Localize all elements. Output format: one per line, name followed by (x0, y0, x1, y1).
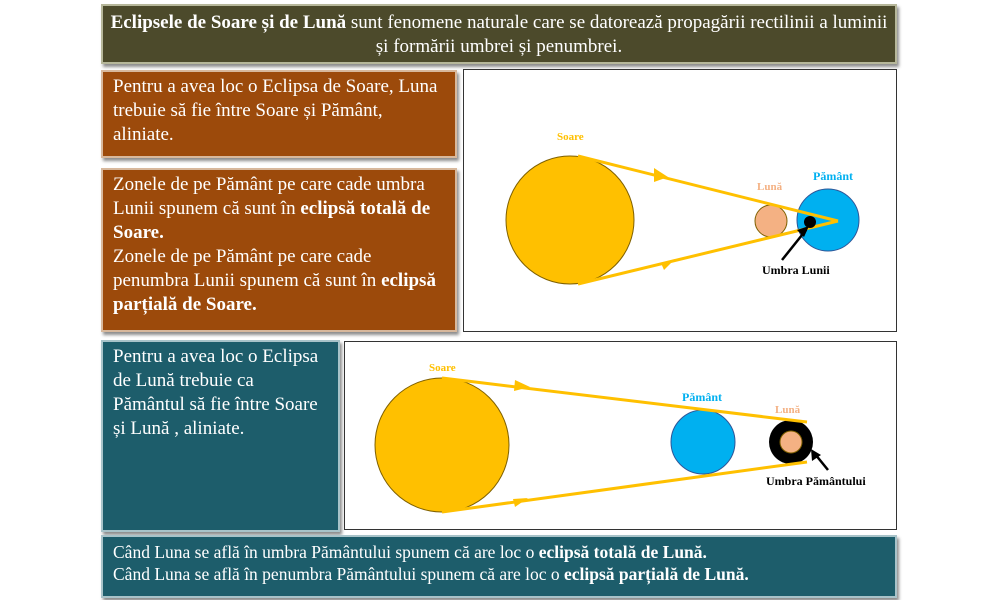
lunar-total-text: Când Luna se află în umbra Pământului sp… (113, 542, 539, 562)
lunar-eclipse-types-box: Când Luna se află în umbra Pământului sp… (101, 535, 897, 598)
earth-label: Pământ (682, 390, 722, 404)
lunar-condition-text: Pentru a avea loc o Eclipsa de Lună treb… (113, 346, 319, 439)
title-bold: Eclipsele de Soare și de Lună (110, 12, 347, 33)
lunar-eclipse-diagram: Soare Pământ Lună Umbra Pământului (344, 341, 897, 530)
upper-ray-arrow (654, 168, 668, 182)
title-rest: sunt fenomene naturale care se datorează… (346, 12, 888, 57)
solar-total-bold: eclipsă totală de Soare. (113, 198, 431, 243)
shadow-label: Umbra Pământului (766, 474, 866, 488)
moon-label: Lună (757, 181, 783, 193)
upper-ray (441, 376, 808, 424)
moon-circle (754, 204, 788, 238)
lower-ray-arrow (513, 498, 528, 507)
shadow-label: Umbra Lunii (762, 263, 830, 277)
earth-label: Pământ (813, 169, 853, 183)
moon-circle (779, 430, 803, 454)
solar-eclipse-diagram: Soare Lună Pământ Umbra Lunii (463, 69, 897, 332)
moon-label: Lună (775, 404, 801, 416)
earth-circle (670, 409, 736, 475)
lunar-eclipse-svg: Soare Pământ Lună Umbra Pământului (374, 362, 866, 514)
lunar-condition-box: Pentru a avea loc o Eclipsa de Lună treb… (101, 340, 340, 532)
lunar-total-bold: eclipsă totală de Lună. (538, 542, 707, 562)
lunar-partial-bold: eclipsă parțială de Lună. (563, 564, 749, 584)
upper-ray-arrow (514, 380, 530, 391)
solar-zones-box: Zonele de pe Pământ pe care cade umbra L… (101, 168, 457, 332)
sun-circle (505, 155, 635, 285)
sun-label: Soare (557, 131, 584, 143)
solar-partial-bold: eclipsă parțială de Soare. (113, 270, 436, 315)
upper-ray (577, 154, 839, 223)
solar-condition-box: Pentru a avea loc o Eclipsa de Soare, Lu… (101, 70, 457, 158)
solar-total-text: Zonele de pe Pământ pe care cade umbra L… (113, 174, 425, 219)
lunar-partial-text: Când Luna se află în penumbra Pământului… (113, 564, 564, 584)
lower-ray (577, 219, 839, 286)
solar-eclipse-svg: Soare Lună Pământ Umbra Lunii (505, 131, 860, 286)
solar-condition-text: Pentru a avea loc o Eclipsa de Soare, Lu… (113, 76, 438, 145)
sun-label: Soare (429, 362, 456, 374)
title-banner: Eclipsele de Soare și de Lună sunt fenom… (101, 4, 897, 64)
shadow-pointer-head (797, 226, 809, 237)
lower-ray-arrow (661, 259, 675, 270)
shadow-pointer-head (811, 449, 821, 461)
sun-circle (374, 377, 510, 513)
umbra-spot (804, 216, 816, 228)
solar-partial-text: Zonele de pe Pământ pe care cade penumbr… (113, 246, 382, 291)
lower-ray (441, 460, 808, 514)
